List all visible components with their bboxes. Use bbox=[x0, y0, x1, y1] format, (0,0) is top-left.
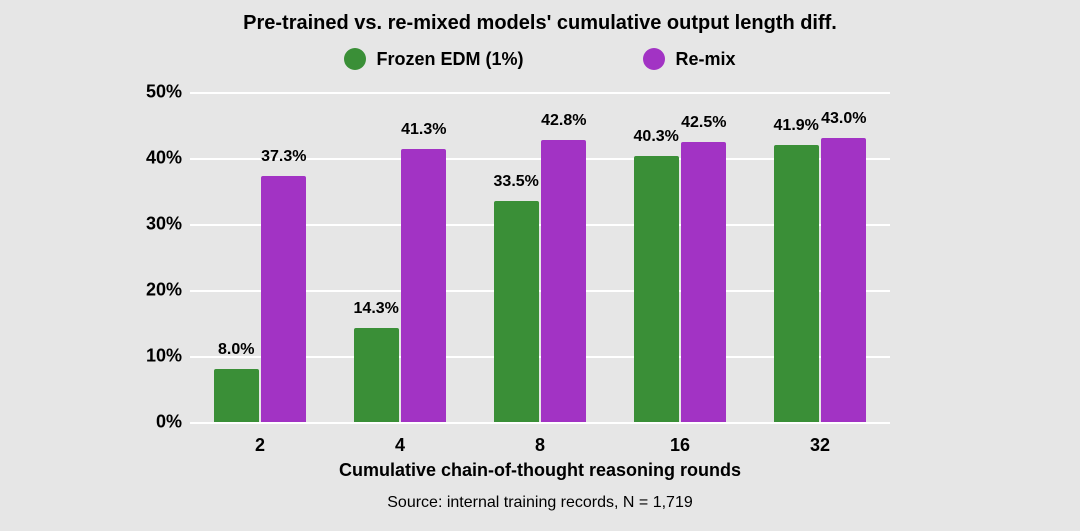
bar-value-label: 43.0% bbox=[799, 110, 889, 128]
chart-container: { "title": "Pre-trained vs. re-mixed mod… bbox=[0, 0, 1080, 531]
bar-value-label: 41.3% bbox=[379, 121, 469, 139]
y-tick-label: 50% bbox=[112, 82, 182, 103]
chart-title: Pre-trained vs. re-mixed models' cumulat… bbox=[0, 12, 1080, 35]
y-tick-label: 30% bbox=[112, 214, 182, 235]
bar: 41.3% bbox=[401, 149, 446, 422]
grid-line bbox=[190, 92, 890, 94]
x-tick-label: 8 bbox=[470, 435, 610, 456]
bar-value-label: 37.3% bbox=[239, 148, 329, 166]
y-tick-label: 20% bbox=[112, 280, 182, 301]
bar-value-label: 42.8% bbox=[519, 112, 609, 130]
legend-label: Re-mix bbox=[675, 49, 735, 70]
bar: 8.0% bbox=[214, 369, 259, 422]
plot-area: 0%10%20%30%40%50%8.0%37.3%214.3%41.3%433… bbox=[190, 92, 890, 422]
bar-rect bbox=[821, 138, 866, 422]
legend-item: Re-mix bbox=[643, 48, 735, 70]
bar: 42.5% bbox=[681, 142, 726, 423]
bar-rect bbox=[541, 140, 586, 422]
x-axis-label: Cumulative chain-of-thought reasoning ro… bbox=[0, 460, 1080, 481]
grid-line bbox=[190, 422, 890, 424]
x-tick-label: 4 bbox=[330, 435, 470, 456]
x-tick-label: 2 bbox=[190, 435, 330, 456]
bar-rect bbox=[634, 156, 679, 422]
x-tick-label: 16 bbox=[610, 435, 750, 456]
x-tick-label: 32 bbox=[750, 435, 890, 456]
bar: 14.3% bbox=[354, 328, 399, 422]
bar: 41.9% bbox=[774, 145, 819, 422]
y-tick-label: 0% bbox=[112, 412, 182, 433]
bar-rect bbox=[354, 328, 399, 422]
bar-rect bbox=[214, 369, 259, 422]
y-tick-label: 10% bbox=[112, 346, 182, 367]
bar-value-label: 42.5% bbox=[659, 114, 749, 132]
bar: 37.3% bbox=[261, 176, 306, 422]
legend: Frozen EDM (1%) Re-mix bbox=[0, 48, 1080, 70]
legend-label: Frozen EDM (1%) bbox=[376, 49, 523, 70]
y-tick-label: 40% bbox=[112, 148, 182, 169]
legend-item: Frozen EDM (1%) bbox=[344, 48, 523, 70]
source-text: Source: internal training records, N = 1… bbox=[0, 494, 1080, 512]
bar: 40.3% bbox=[634, 156, 679, 422]
legend-swatch-icon bbox=[344, 48, 366, 70]
legend-swatch-icon bbox=[643, 48, 665, 70]
bar-rect bbox=[261, 176, 306, 422]
bar: 43.0% bbox=[821, 138, 866, 422]
bar-rect bbox=[774, 145, 819, 422]
bar-rect bbox=[494, 201, 539, 422]
bar-rect bbox=[681, 142, 726, 423]
bar: 33.5% bbox=[494, 201, 539, 422]
bar: 42.8% bbox=[541, 140, 586, 422]
bar-rect bbox=[401, 149, 446, 422]
